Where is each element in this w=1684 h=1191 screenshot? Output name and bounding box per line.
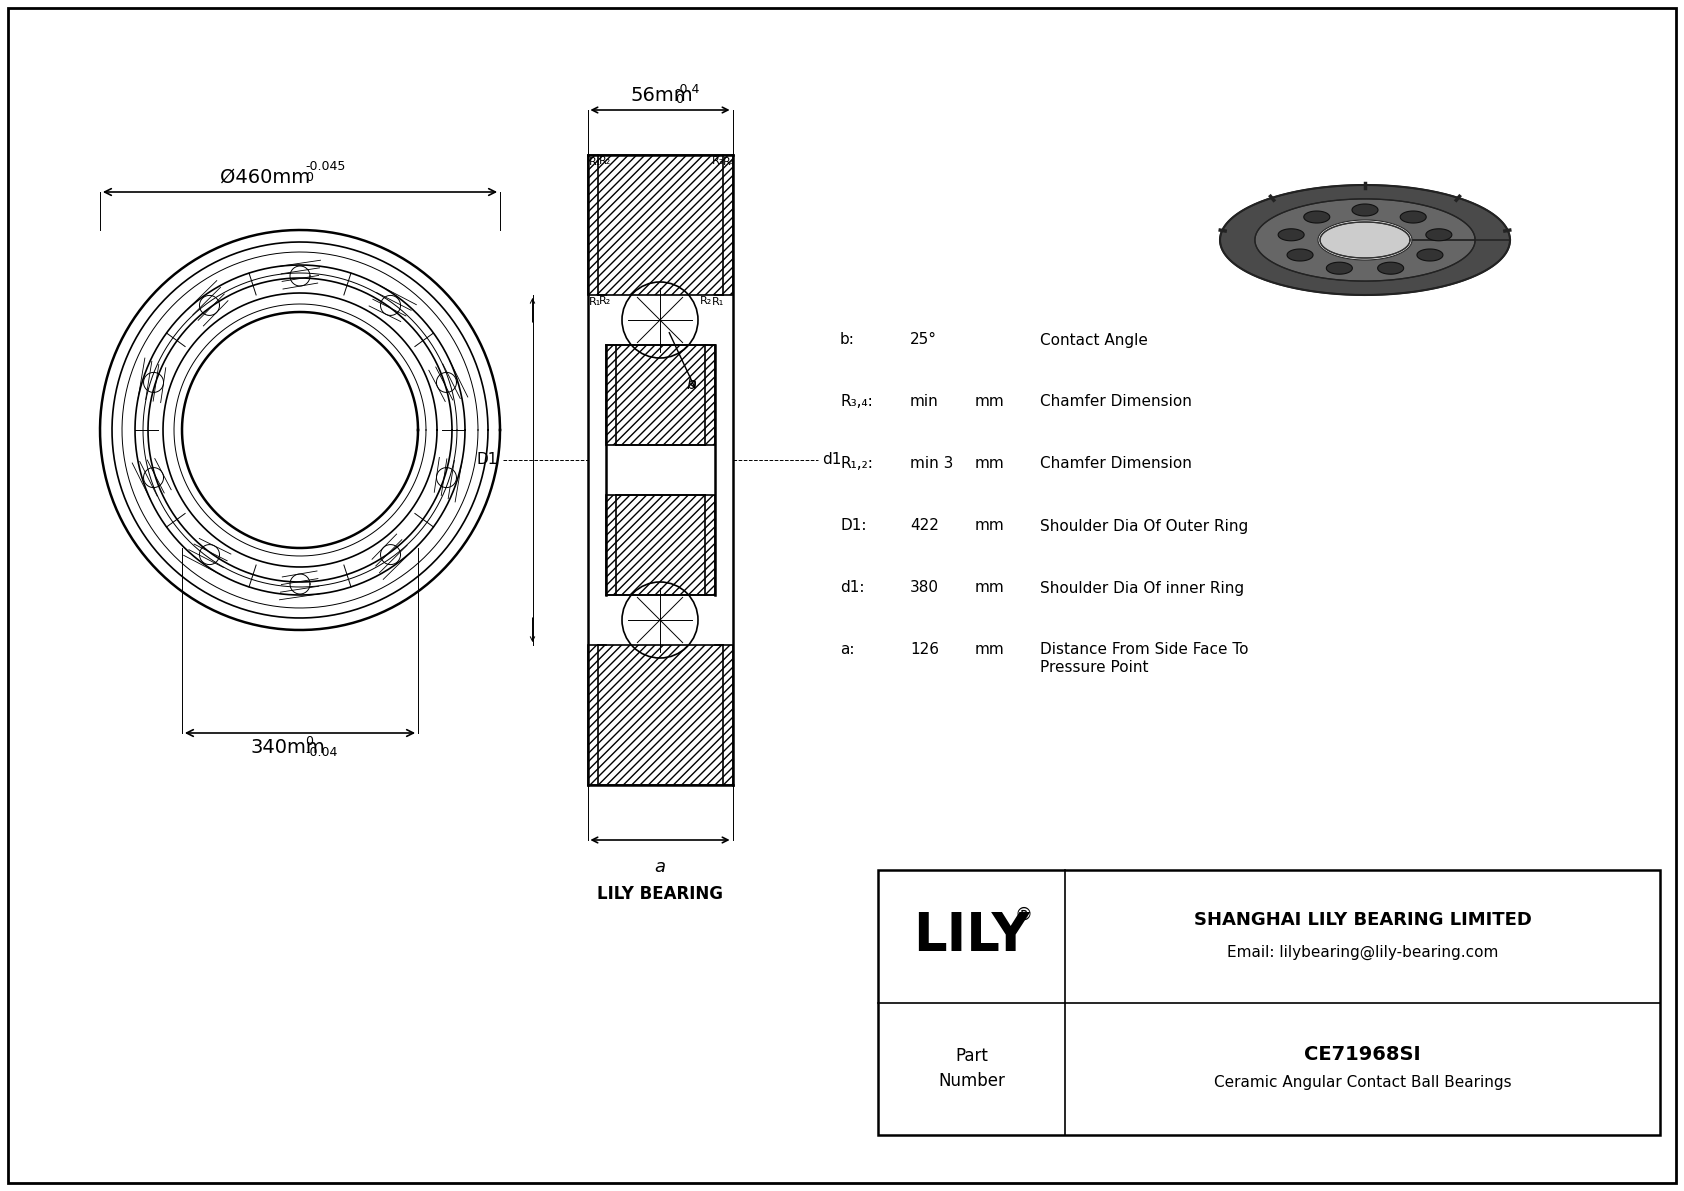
Polygon shape	[606, 495, 714, 596]
Text: min 3: min 3	[909, 456, 953, 472]
Text: Part
Number: Part Number	[938, 1047, 1005, 1090]
Text: R₁: R₁	[588, 157, 601, 167]
Polygon shape	[1219, 185, 1511, 295]
Text: mm: mm	[975, 518, 1005, 534]
Text: d1: d1	[822, 453, 842, 468]
Text: R₄: R₄	[722, 157, 734, 167]
Text: R₃,₄:: R₃,₄:	[840, 394, 872, 410]
Polygon shape	[588, 155, 733, 295]
Polygon shape	[1278, 229, 1303, 241]
Polygon shape	[1303, 211, 1330, 223]
Text: b:: b:	[840, 332, 855, 348]
Text: Email: lilybearing@lily-bearing.com: Email: lilybearing@lily-bearing.com	[1228, 944, 1499, 960]
Text: mm: mm	[975, 642, 1005, 657]
Text: 0: 0	[305, 735, 313, 748]
Text: a:: a:	[840, 642, 854, 657]
Text: -0.045: -0.045	[305, 160, 345, 173]
Text: LILY: LILY	[913, 910, 1031, 962]
Text: 56mm: 56mm	[630, 86, 692, 105]
Text: mm: mm	[975, 580, 1005, 596]
Text: mm: mm	[975, 456, 1005, 472]
Text: R₂: R₂	[598, 156, 611, 166]
Text: Ø460mm: Ø460mm	[221, 168, 310, 187]
Text: LILY BEARING: LILY BEARING	[598, 885, 722, 903]
Text: D1:: D1:	[840, 518, 867, 534]
Polygon shape	[1399, 211, 1426, 223]
Polygon shape	[1255, 199, 1475, 281]
Polygon shape	[1320, 222, 1410, 258]
Text: D1: D1	[477, 453, 497, 468]
Polygon shape	[1426, 229, 1452, 241]
Text: -0.4: -0.4	[675, 83, 699, 96]
Text: Distance From Side Face To: Distance From Side Face To	[1041, 642, 1248, 657]
Text: R₁: R₁	[588, 297, 601, 307]
Text: 0: 0	[305, 172, 313, 183]
Text: 380: 380	[909, 580, 940, 596]
Polygon shape	[1378, 262, 1404, 274]
Text: Ceramic Angular Contact Ball Bearings: Ceramic Angular Contact Ball Bearings	[1214, 1075, 1511, 1090]
Text: Shoulder Dia Of Outer Ring: Shoulder Dia Of Outer Ring	[1041, 518, 1248, 534]
Text: SHANGHAI LILY BEARING LIMITED: SHANGHAI LILY BEARING LIMITED	[1194, 911, 1531, 929]
Text: Contact Angle: Contact Angle	[1041, 332, 1148, 348]
Text: 340mm: 340mm	[249, 738, 325, 757]
Text: b: b	[687, 376, 697, 392]
Text: ®: ®	[1014, 905, 1032, 923]
Text: 422: 422	[909, 518, 940, 534]
Text: -0.04: -0.04	[305, 746, 337, 759]
Polygon shape	[1327, 262, 1352, 274]
Polygon shape	[1287, 249, 1314, 261]
Text: 25°: 25°	[909, 332, 936, 348]
Polygon shape	[606, 345, 714, 445]
Text: Shoulder Dia Of inner Ring: Shoulder Dia Of inner Ring	[1041, 580, 1244, 596]
Text: mm: mm	[975, 394, 1005, 410]
Bar	[877, 869, 1660, 1135]
Text: R₂: R₂	[701, 297, 712, 306]
Polygon shape	[1352, 204, 1378, 216]
Text: 126: 126	[909, 642, 940, 657]
Text: d1:: d1:	[840, 580, 864, 596]
Text: R₁: R₁	[712, 297, 724, 307]
Text: Pressure Point: Pressure Point	[1041, 660, 1148, 674]
Text: 0: 0	[675, 93, 684, 106]
Text: a: a	[655, 858, 665, 877]
Text: R₂: R₂	[598, 297, 611, 306]
Text: R₃: R₃	[712, 156, 724, 166]
Text: CE71968SI: CE71968SI	[1303, 1046, 1421, 1065]
Text: Chamfer Dimension: Chamfer Dimension	[1041, 394, 1192, 410]
Text: Chamfer Dimension: Chamfer Dimension	[1041, 456, 1192, 472]
Text: min: min	[909, 394, 938, 410]
Polygon shape	[588, 646, 733, 785]
Text: R₁,₂:: R₁,₂:	[840, 456, 872, 472]
Polygon shape	[1416, 249, 1443, 261]
